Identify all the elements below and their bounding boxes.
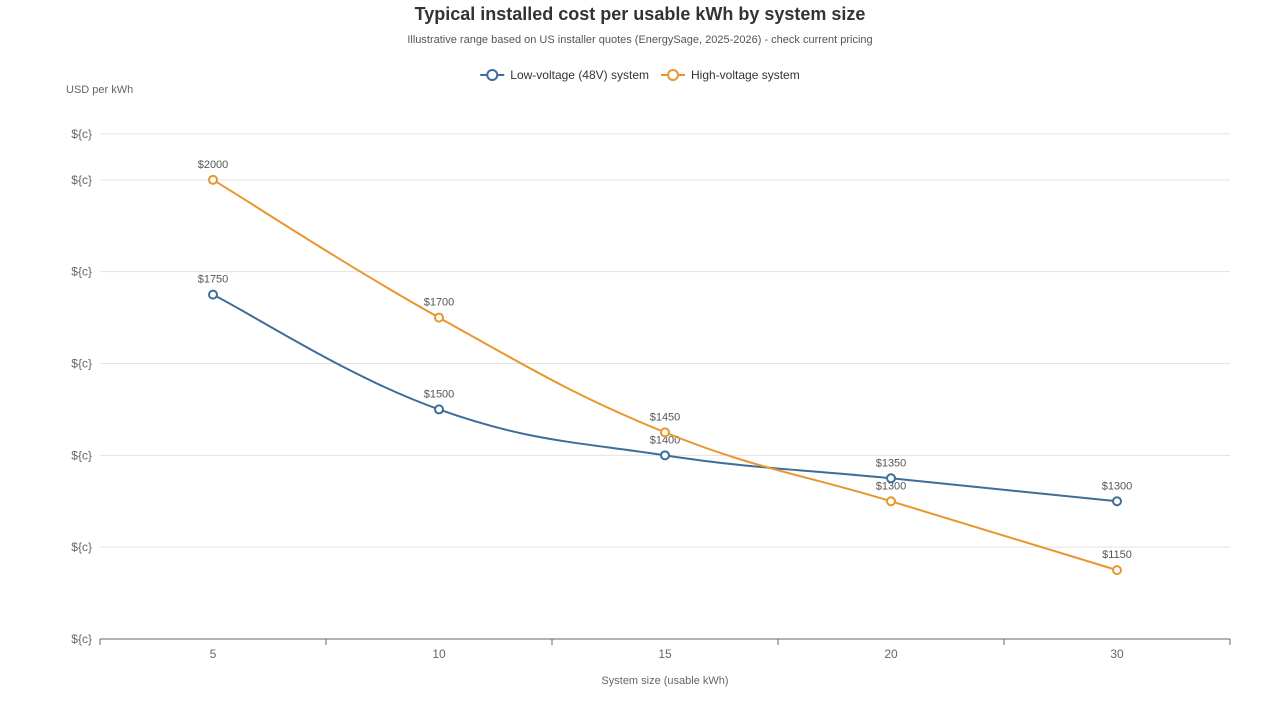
data-point[interactable]: [208, 174, 218, 185]
grid-lines: [100, 133, 1230, 548]
y-tick-label: ${c}: [71, 173, 92, 187]
y-tick-label: ${c}: [71, 265, 92, 279]
data-label: $1150: [1102, 549, 1132, 561]
data-label: $1300: [876, 480, 907, 492]
legend-marker: [486, 69, 499, 81]
x-tick-label: 10: [432, 647, 446, 661]
legend-label: Low-voltage (48V) system: [510, 68, 649, 82]
series-line: [212, 178, 1118, 572]
x-tick-label: 20: [884, 647, 898, 661]
series-1: $1750 $1500 $1400 $1350 $1300: [198, 274, 1133, 507]
y-tick-label: ${c}: [71, 448, 92, 462]
y-tick-label: ${c}: [71, 127, 92, 141]
x-tick-label: 30: [1110, 647, 1124, 661]
x-tick-label: 15: [658, 647, 672, 661]
series-group: $1750 $1500 $1400 $1350 $1300 $2000 $1700 $1450…: [198, 159, 1133, 576]
data-label: $1500: [424, 388, 455, 400]
data-point[interactable]: [886, 473, 896, 484]
data-point[interactable]: [660, 427, 670, 438]
series-2: $2000 $1700 $1450 $1300 $1150: [198, 159, 1132, 576]
data-point[interactable]: [886, 496, 896, 507]
y-tick-label: ${c}: [71, 540, 92, 554]
chart-title: Typical installed cost per usable kWh by…: [415, 4, 866, 24]
data-point[interactable]: [434, 404, 444, 415]
data-point[interactable]: [208, 289, 218, 300]
y-tick-label: ${c}: [71, 632, 92, 646]
legend-marker: [667, 69, 680, 81]
x-axis: 5 10 15 20 30: [99, 638, 1231, 661]
y-axis: ${c} ${c} ${c} ${c} ${c} ${c} ${c}: [71, 127, 92, 646]
data-label: $1350: [876, 457, 907, 469]
data-point[interactable]: [660, 450, 670, 461]
legend-item-1[interactable]: Low-voltage (48V) system: [480, 68, 649, 82]
y-tick-label: ${c}: [71, 357, 92, 371]
data-label: $1450: [650, 411, 681, 423]
legend: Low-voltage (48V) system High-voltage sys…: [480, 68, 800, 82]
data-point[interactable]: [434, 312, 444, 323]
legend-label: High-voltage system: [691, 68, 800, 82]
data-label: $1700: [424, 297, 455, 309]
x-axis-title: System size (usable kWh): [601, 675, 728, 687]
data-label: $1400: [650, 434, 681, 446]
x-tick-label: 5: [210, 647, 217, 661]
data-label: $2000: [198, 159, 229, 171]
data-point[interactable]: [1112, 565, 1122, 576]
data-label: $1750: [198, 274, 229, 286]
series-line: [212, 293, 1118, 503]
legend-item-2[interactable]: High-voltage system: [661, 68, 800, 82]
y-axis-title: USD per kWh: [66, 84, 133, 96]
data-label: $1300: [1102, 480, 1133, 492]
data-point[interactable]: [1112, 496, 1122, 507]
chart-subtitle: Illustrative range based on US installer…: [407, 34, 872, 46]
